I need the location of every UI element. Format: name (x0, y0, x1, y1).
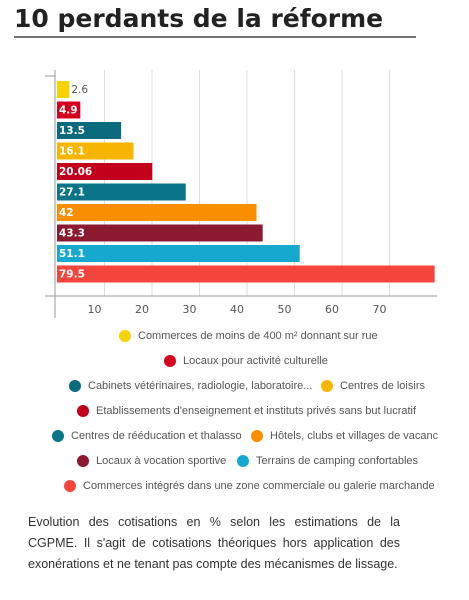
legend-swatch (64, 480, 76, 492)
bar (57, 245, 300, 262)
x-tick-label: 40 (230, 303, 244, 316)
legend-swatch (164, 355, 176, 367)
x-tick-label: 50 (278, 303, 292, 316)
x-tick-label: 30 (183, 303, 197, 316)
legend-swatch (52, 430, 64, 442)
legend-label: Locaux à vocation sportive (96, 455, 226, 467)
value-label: 2.6 (71, 84, 88, 96)
x-tick-label: 20 (135, 303, 149, 316)
value-label: 16.1 (59, 146, 85, 158)
legend-swatch (119, 330, 131, 342)
x-tick-label: 60 (325, 303, 339, 316)
legend-label: Cabinets vétérinaires, radiologie, labor… (88, 380, 312, 392)
legend-swatch (77, 455, 89, 467)
caption: Evolution des cotisations en % selon les… (28, 515, 400, 571)
legend-label: Centres de loisirs (340, 380, 425, 392)
legend-label: Terrains de camping confortables (256, 455, 419, 467)
value-label: 79.5 (59, 269, 85, 281)
legend-swatch (251, 430, 263, 442)
value-label: 4.9 (59, 105, 78, 117)
bar (57, 142, 134, 160)
legend-label: Locaux pour activité culturelle (183, 355, 328, 367)
legend-swatch (321, 380, 333, 392)
x-tick-label: 10 (88, 303, 102, 316)
chart-title: 10 perdants de la réforme (14, 4, 383, 33)
value-label: 51.1 (59, 248, 85, 260)
bar (57, 224, 263, 242)
chart: 10 perdants de la réforme 10 20 30 40 50 60 70… (14, 4, 439, 492)
legend-label: Hôtels, clubs et villages de vacanc (270, 430, 439, 442)
bar (57, 265, 435, 283)
legend-label: Etablissements d'enseignement et institu… (96, 405, 417, 417)
bar (57, 81, 70, 98)
x-tick-label: 70 (373, 303, 387, 316)
legend-label: Commerces de moins de 400 m² donnant sur… (138, 330, 378, 342)
value-label: 42 (59, 207, 74, 219)
value-label: 27.1 (59, 187, 85, 199)
value-label: 13.5 (59, 125, 85, 137)
legend-swatch (69, 380, 81, 392)
bar (57, 183, 186, 201)
legend-swatch (77, 405, 89, 417)
legend-swatch (237, 455, 249, 467)
legend-label: Centres de rééducation et thalasso (71, 430, 242, 442)
value-label: 20.06 (59, 166, 92, 178)
legend-label: Commerces intégrés dans une zone commerc… (83, 480, 435, 492)
bar (57, 204, 257, 221)
value-label: 43.3 (59, 228, 85, 240)
bar (57, 122, 122, 139)
bar (57, 163, 153, 180)
bar (57, 101, 81, 119)
